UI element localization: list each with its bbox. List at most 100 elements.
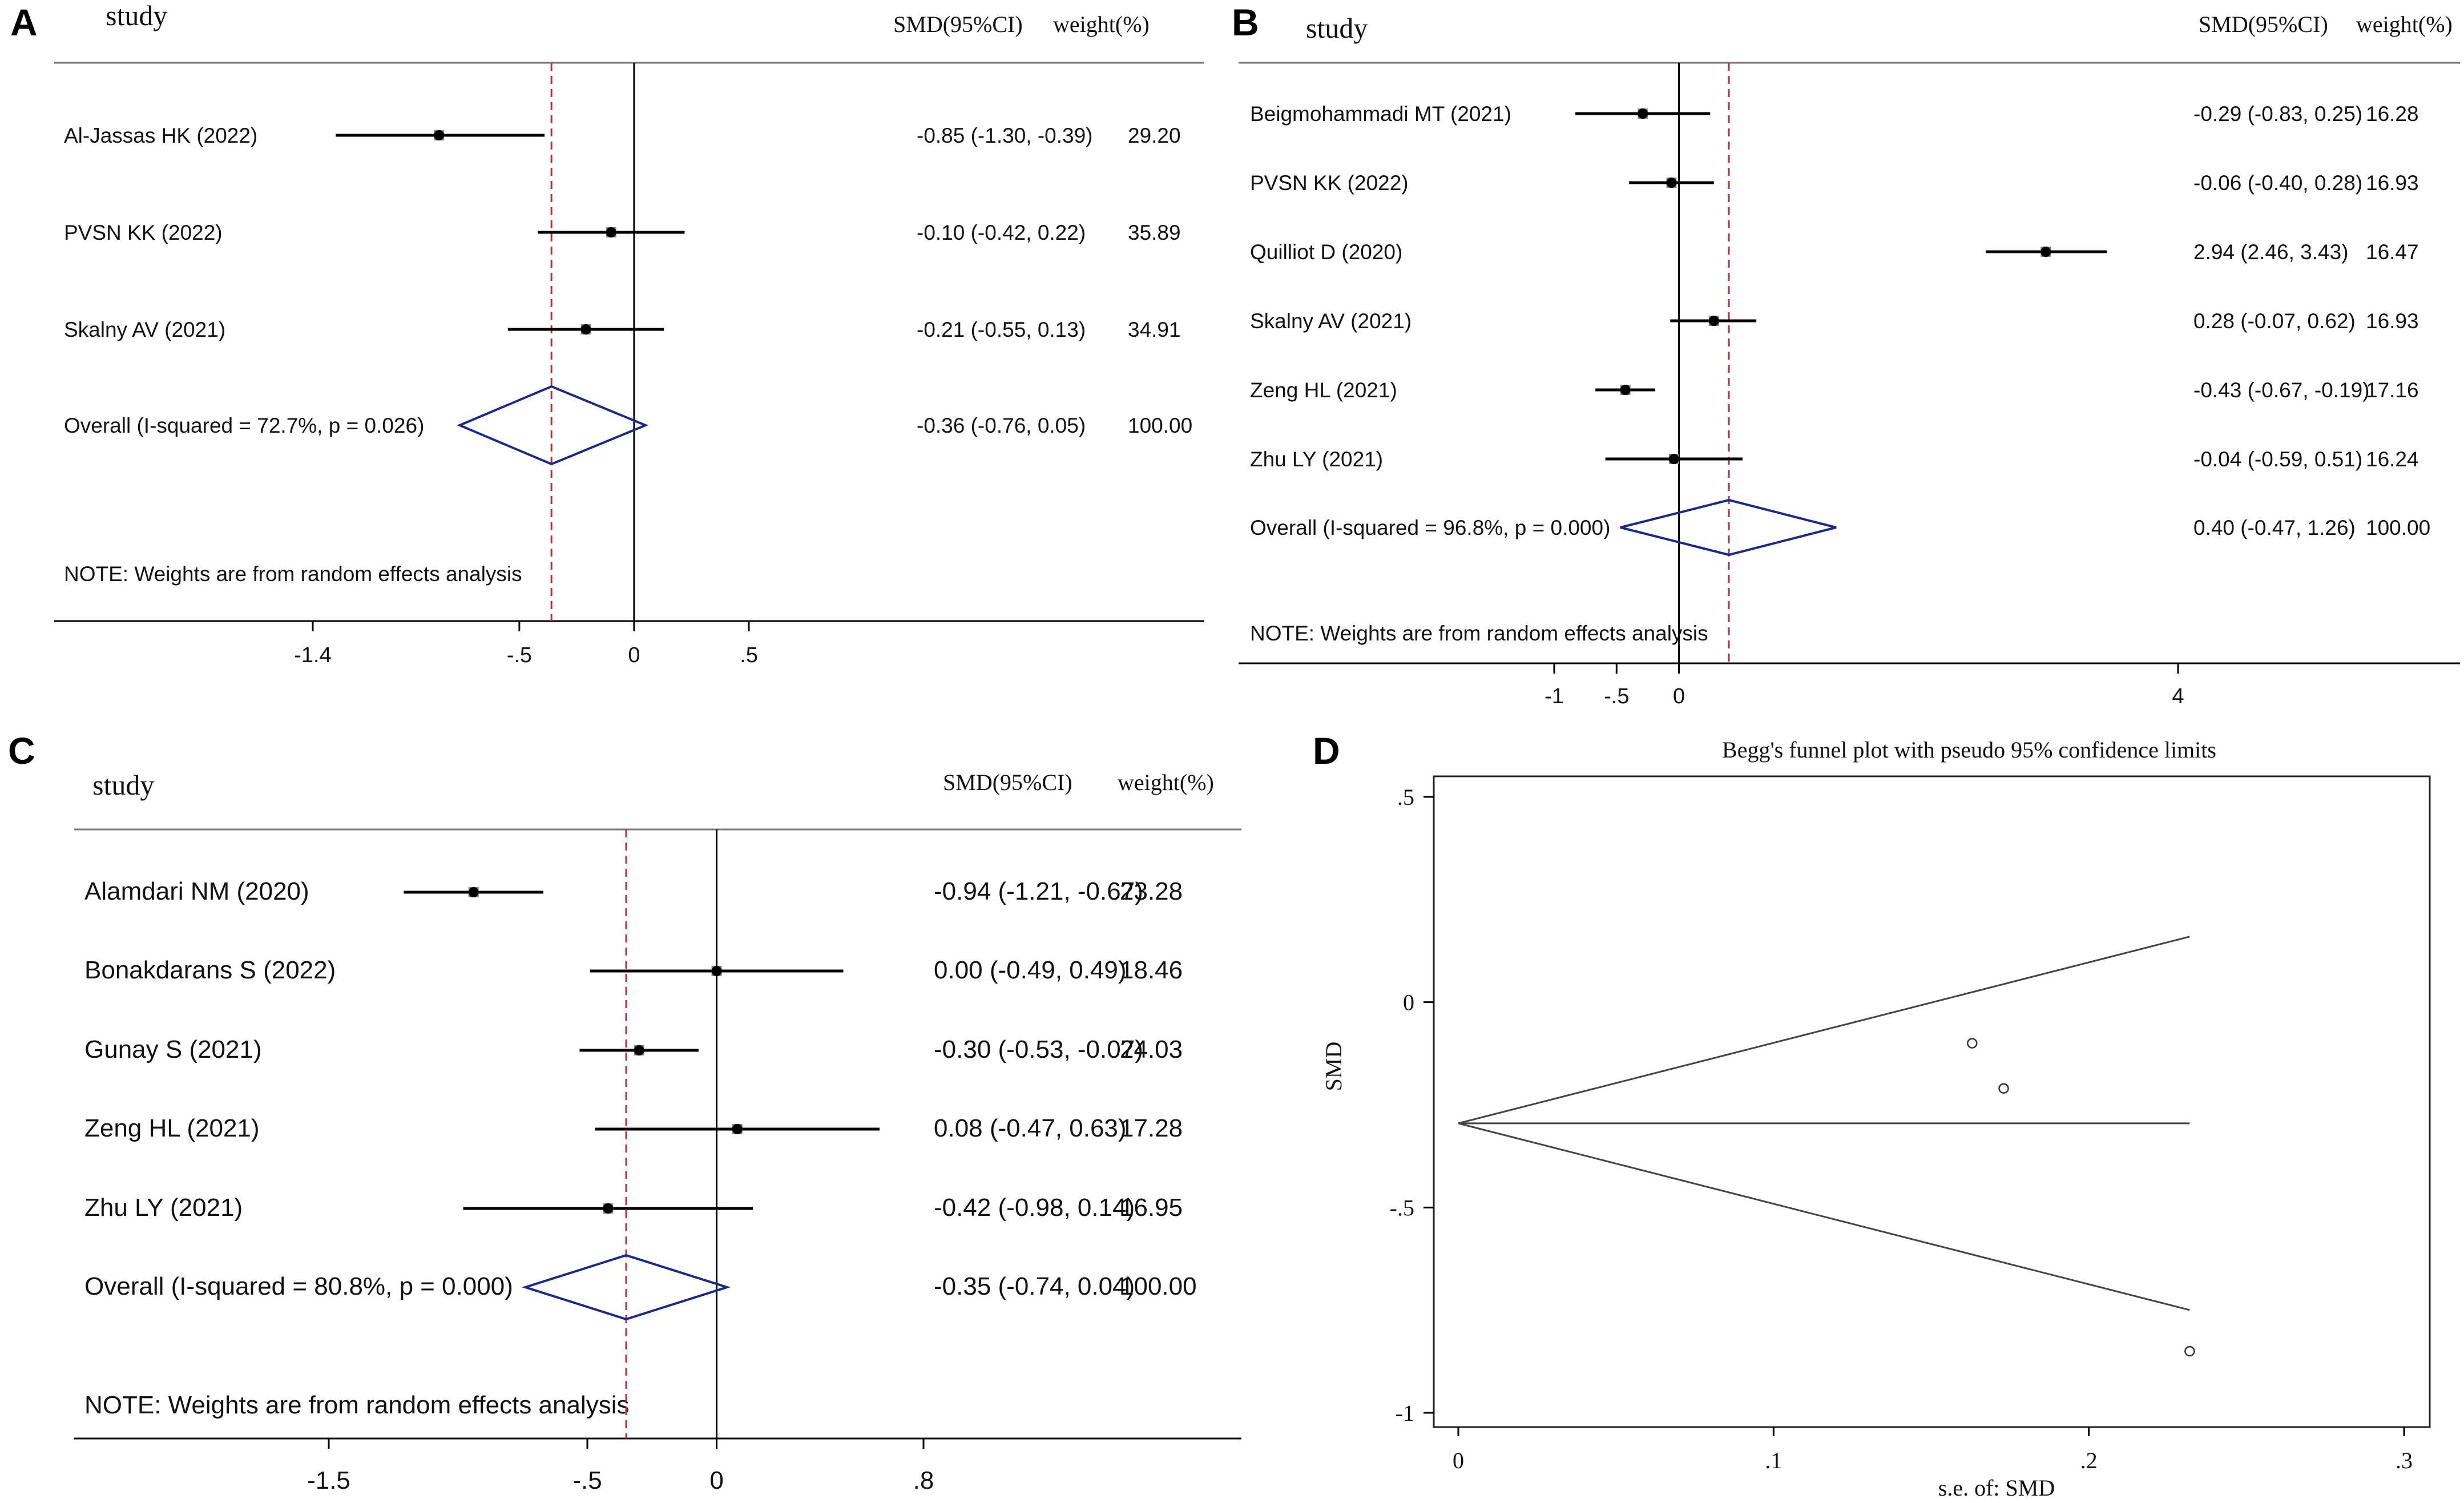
overall-smd-ci: -0.35 (-0.74, 0.04) xyxy=(934,1272,1135,1300)
overall-weight: 100.00 xyxy=(1120,1272,1197,1300)
weight-value: 16.93 xyxy=(2366,309,2419,333)
point-estimate xyxy=(1620,385,1631,395)
point-estimate xyxy=(2040,247,2051,257)
smd-ci-value: -0.06 (-0.40, 0.28) xyxy=(2193,171,2362,195)
study-name: Zhu LY (2021) xyxy=(84,1194,243,1222)
study-name: Beigmohammadi MT (2021) xyxy=(1250,102,1511,126)
weight-value: 16.24 xyxy=(2366,448,2419,471)
y-axis-label: SMD xyxy=(1321,1042,1346,1091)
x-tick-label: -.5 xyxy=(572,1466,602,1494)
y-tick-label: .5 xyxy=(1397,784,1414,810)
overall-label: Overall (I-squared = 80.8%, p = 0.000) xyxy=(84,1272,513,1300)
overall-diamond xyxy=(521,1254,731,1321)
x-tick-label: .1 xyxy=(1765,1448,1782,1473)
weights-note: NOTE: Weights are from random effects an… xyxy=(1250,622,1708,645)
x-tick-label: -1.4 xyxy=(294,643,331,667)
x-tick-label: 4 xyxy=(2172,684,2184,708)
weights-note: NOTE: Weights are from random effects an… xyxy=(84,1391,630,1419)
effect-header: SMD(95%CI) xyxy=(893,11,1023,37)
panel-label-b: B xyxy=(1232,1,1259,43)
weight-value: 16.28 xyxy=(2366,102,2419,126)
effect-header: SMD(95%CI) xyxy=(943,769,1072,795)
panel-b: B study SMD(95%CI) weight(%) NOTE: Weigh… xyxy=(1232,1,2460,708)
weight-value: 23.28 xyxy=(1120,877,1183,905)
study-header: study xyxy=(106,0,167,31)
smd-ci-value: -0.43 (-0.67, -0.19) xyxy=(2193,378,2369,402)
point-estimate xyxy=(468,887,479,897)
point-estimate xyxy=(580,324,591,335)
overall-weight: 100.00 xyxy=(2366,516,2430,539)
x-tick-label: 0 xyxy=(1453,1448,1464,1473)
panel-label-d: D xyxy=(1313,730,1340,772)
plot-frame xyxy=(1433,775,2431,1428)
x-tick-label: 0 xyxy=(1673,684,1685,708)
smd-ci-value: -0.21 (-0.55, 0.13) xyxy=(917,318,1086,341)
study-name: Zeng HL (2021) xyxy=(84,1114,260,1142)
study-name: Zeng HL (2021) xyxy=(1250,378,1397,402)
x-tick-label: -1.5 xyxy=(307,1466,350,1494)
smd-ci-value: -0.30 (-0.53, -0.07) xyxy=(934,1035,1143,1063)
x-tick-label: .2 xyxy=(2080,1448,2098,1473)
x-tick-label: 0 xyxy=(628,643,640,667)
study-name: Skalny AV (2021) xyxy=(1250,309,1412,333)
weight-value: 29.20 xyxy=(1128,124,1181,147)
x-tick-label: 0 xyxy=(709,1466,723,1494)
x-tick-label: .8 xyxy=(913,1466,934,1494)
point-estimate xyxy=(606,227,616,237)
weight-value: 17.28 xyxy=(1120,1114,1183,1142)
study-name: Bonakdarans S (2022) xyxy=(84,956,336,984)
point-estimate xyxy=(732,1124,743,1134)
effect-header: SMD(95%CI) xyxy=(2199,11,2328,37)
panel-c: C study SMD(95%CI) weight(%) NOTE: Weigh… xyxy=(8,730,1241,1494)
weight-value: 16.95 xyxy=(1120,1194,1183,1222)
funnel-title: Begg's funnel plot with pseudo 95% confi… xyxy=(1722,737,2216,763)
weight-value: 16.47 xyxy=(2366,240,2419,264)
x-tick-label: -1 xyxy=(1544,684,1564,708)
smd-ci-value: 0.08 (-0.47, 0.63) xyxy=(934,1114,1127,1142)
study-point xyxy=(1998,1083,2009,1094)
study-name: Al-Jassas HK (2022) xyxy=(64,124,257,147)
weights-note: NOTE: Weights are from random effects an… xyxy=(64,562,522,586)
point-estimate xyxy=(603,1203,614,1214)
overall-diamond xyxy=(1620,498,1837,557)
y-tick-label: -.5 xyxy=(1390,1195,1414,1220)
point-estimate xyxy=(1708,316,1719,326)
smd-ci-value: -0.10 (-0.42, 0.22) xyxy=(917,221,1086,244)
weight-value: 35.89 xyxy=(1128,221,1181,244)
panel-a: A study SMD(95%CI) weight(%) NOTE: Weigh… xyxy=(10,0,1204,667)
smd-ci-value: -0.29 (-0.83, 0.25) xyxy=(2193,102,2362,126)
point-estimate xyxy=(634,1045,644,1055)
weight-value: 34.91 xyxy=(1128,318,1181,341)
study-point xyxy=(2184,1345,2195,1357)
weight-header: weight(%) xyxy=(2356,11,2453,37)
weight-header: weight(%) xyxy=(1053,11,1150,37)
study-name: Gunay S (2021) xyxy=(84,1035,262,1063)
x-tick-label: -.5 xyxy=(1604,684,1629,708)
panel-d: D Begg's funnel plot with pseudo 95% con… xyxy=(1313,730,2431,1501)
study-header: study xyxy=(1306,12,1368,44)
overall-diamond xyxy=(457,385,649,466)
point-estimate xyxy=(711,966,722,976)
lower-confidence-limit xyxy=(1458,1122,2190,1311)
point-estimate xyxy=(1638,108,1648,119)
study-name: Zhu LY (2021) xyxy=(1250,448,1383,471)
overall-smd-ci: 0.40 (-0.47, 1.26) xyxy=(2193,516,2356,539)
study-name: Alamdari NM (2020) xyxy=(84,877,309,905)
weight-value: 18.46 xyxy=(1120,956,1183,984)
smd-ci-value: -0.94 (-1.21, -0.67) xyxy=(934,877,1143,905)
x-axis-label: s.e. of: SMD xyxy=(1938,1475,2055,1501)
weight-value: 16.93 xyxy=(2366,171,2419,195)
study-name: Quilliot D (2020) xyxy=(1250,240,1402,264)
upper-confidence-limit xyxy=(1458,936,2190,1125)
overall-label: Overall (I-squared = 72.7%, p = 0.026) xyxy=(64,414,424,437)
study-point xyxy=(1967,1038,1978,1049)
smd-ci-value: 0.28 (-0.07, 0.62) xyxy=(2193,309,2356,333)
study-name: PVSN KK (2022) xyxy=(1250,171,1409,195)
y-tick-label: 0 xyxy=(1403,990,1414,1016)
point-estimate xyxy=(1666,178,1677,188)
weight-value: 24.03 xyxy=(1120,1035,1183,1063)
panel-label-a: A xyxy=(10,1,38,43)
weight-value: 17.16 xyxy=(2366,378,2419,402)
point-estimate xyxy=(434,130,445,140)
